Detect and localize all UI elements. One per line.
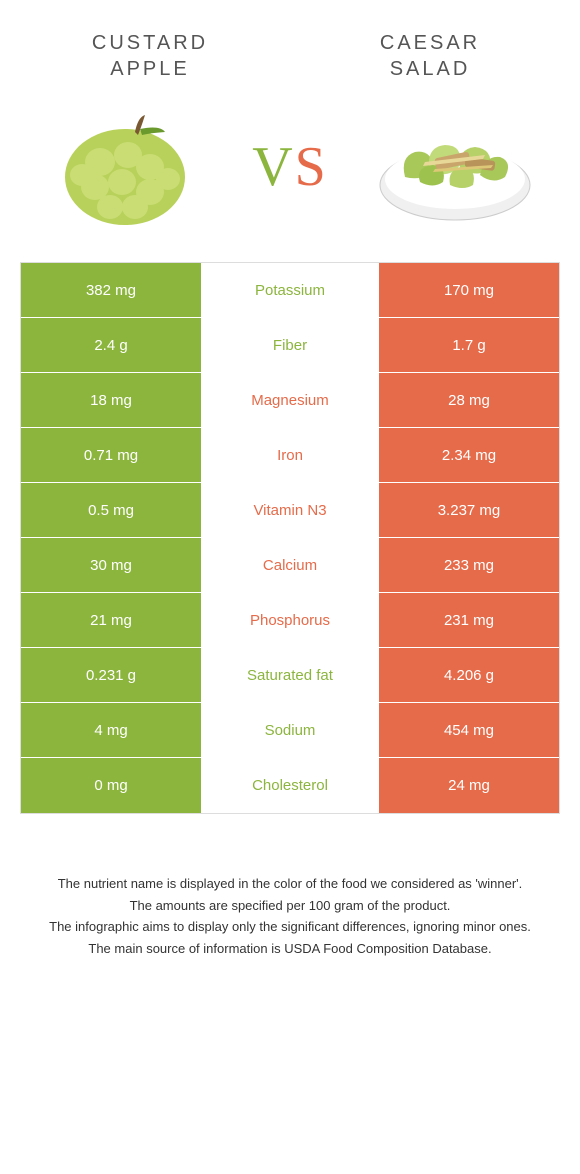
table-row: 4 mgSodium454 mg — [21, 703, 559, 758]
left-value: 0.71 mg — [21, 428, 201, 482]
right-value: 3.237 mg — [379, 483, 559, 537]
table-row: 21 mgPhosphorus231 mg — [21, 593, 559, 648]
footer-line: The infographic aims to display only the… — [30, 917, 550, 937]
right-value: 28 mg — [379, 373, 559, 427]
right-food-title: CAESARSALAD — [340, 30, 520, 82]
left-value: 4 mg — [21, 703, 201, 757]
left-value: 0 mg — [21, 758, 201, 813]
table-row: 2.4 gFiber1.7 g — [21, 318, 559, 373]
caesar-salad-image — [370, 102, 540, 232]
left-value: 18 mg — [21, 373, 201, 427]
table-row: 0 mgCholesterol24 mg — [21, 758, 559, 813]
nutrient-name: Cholesterol — [201, 758, 379, 813]
left-value: 0.231 g — [21, 648, 201, 702]
nutrient-name: Magnesium — [201, 373, 379, 427]
right-value: 233 mg — [379, 538, 559, 592]
comparison-table: 382 mgPotassium170 mg2.4 gFiber1.7 g18 m… — [20, 262, 560, 814]
left-value: 382 mg — [21, 263, 201, 317]
nutrient-name: Iron — [201, 428, 379, 482]
left-value: 21 mg — [21, 593, 201, 647]
footer-line: The nutrient name is displayed in the co… — [30, 874, 550, 894]
vs-v: V — [252, 136, 294, 198]
left-value: 30 mg — [21, 538, 201, 592]
nutrient-name: Calcium — [201, 538, 379, 592]
vs-s: S — [295, 136, 328, 198]
nutrient-name: Fiber — [201, 318, 379, 372]
left-value: 0.5 mg — [21, 483, 201, 537]
nutrient-name: Phosphorus — [201, 593, 379, 647]
right-value: 24 mg — [379, 758, 559, 813]
right-value: 2.34 mg — [379, 428, 559, 482]
left-value: 2.4 g — [21, 318, 201, 372]
right-value: 1.7 g — [379, 318, 559, 372]
table-row: 30 mgCalcium233 mg — [21, 538, 559, 593]
table-row: 0.71 mgIron2.34 mg — [21, 428, 559, 483]
vs-label: VS — [252, 135, 328, 199]
custard-apple-image — [40, 102, 210, 232]
table-row: 0.5 mgVitamin N33.237 mg — [21, 483, 559, 538]
nutrient-name: Sodium — [201, 703, 379, 757]
nutrient-name: Vitamin N3 — [201, 483, 379, 537]
table-row: 18 mgMagnesium28 mg — [21, 373, 559, 428]
nutrient-name: Saturated fat — [201, 648, 379, 702]
nutrient-name: Potassium — [201, 263, 379, 317]
table-row: 382 mgPotassium170 mg — [21, 263, 559, 318]
footer-line: The amounts are specified per 100 gram o… — [30, 896, 550, 916]
right-value: 454 mg — [379, 703, 559, 757]
left-food-title: CUSTARDAPPLE — [60, 30, 240, 82]
right-value: 170 mg — [379, 263, 559, 317]
right-value: 4.206 g — [379, 648, 559, 702]
footer-line: The main source of information is USDA F… — [30, 939, 550, 959]
right-value: 231 mg — [379, 593, 559, 647]
table-row: 0.231 gSaturated fat4.206 g — [21, 648, 559, 703]
footer-notes: The nutrient name is displayed in the co… — [0, 874, 580, 958]
